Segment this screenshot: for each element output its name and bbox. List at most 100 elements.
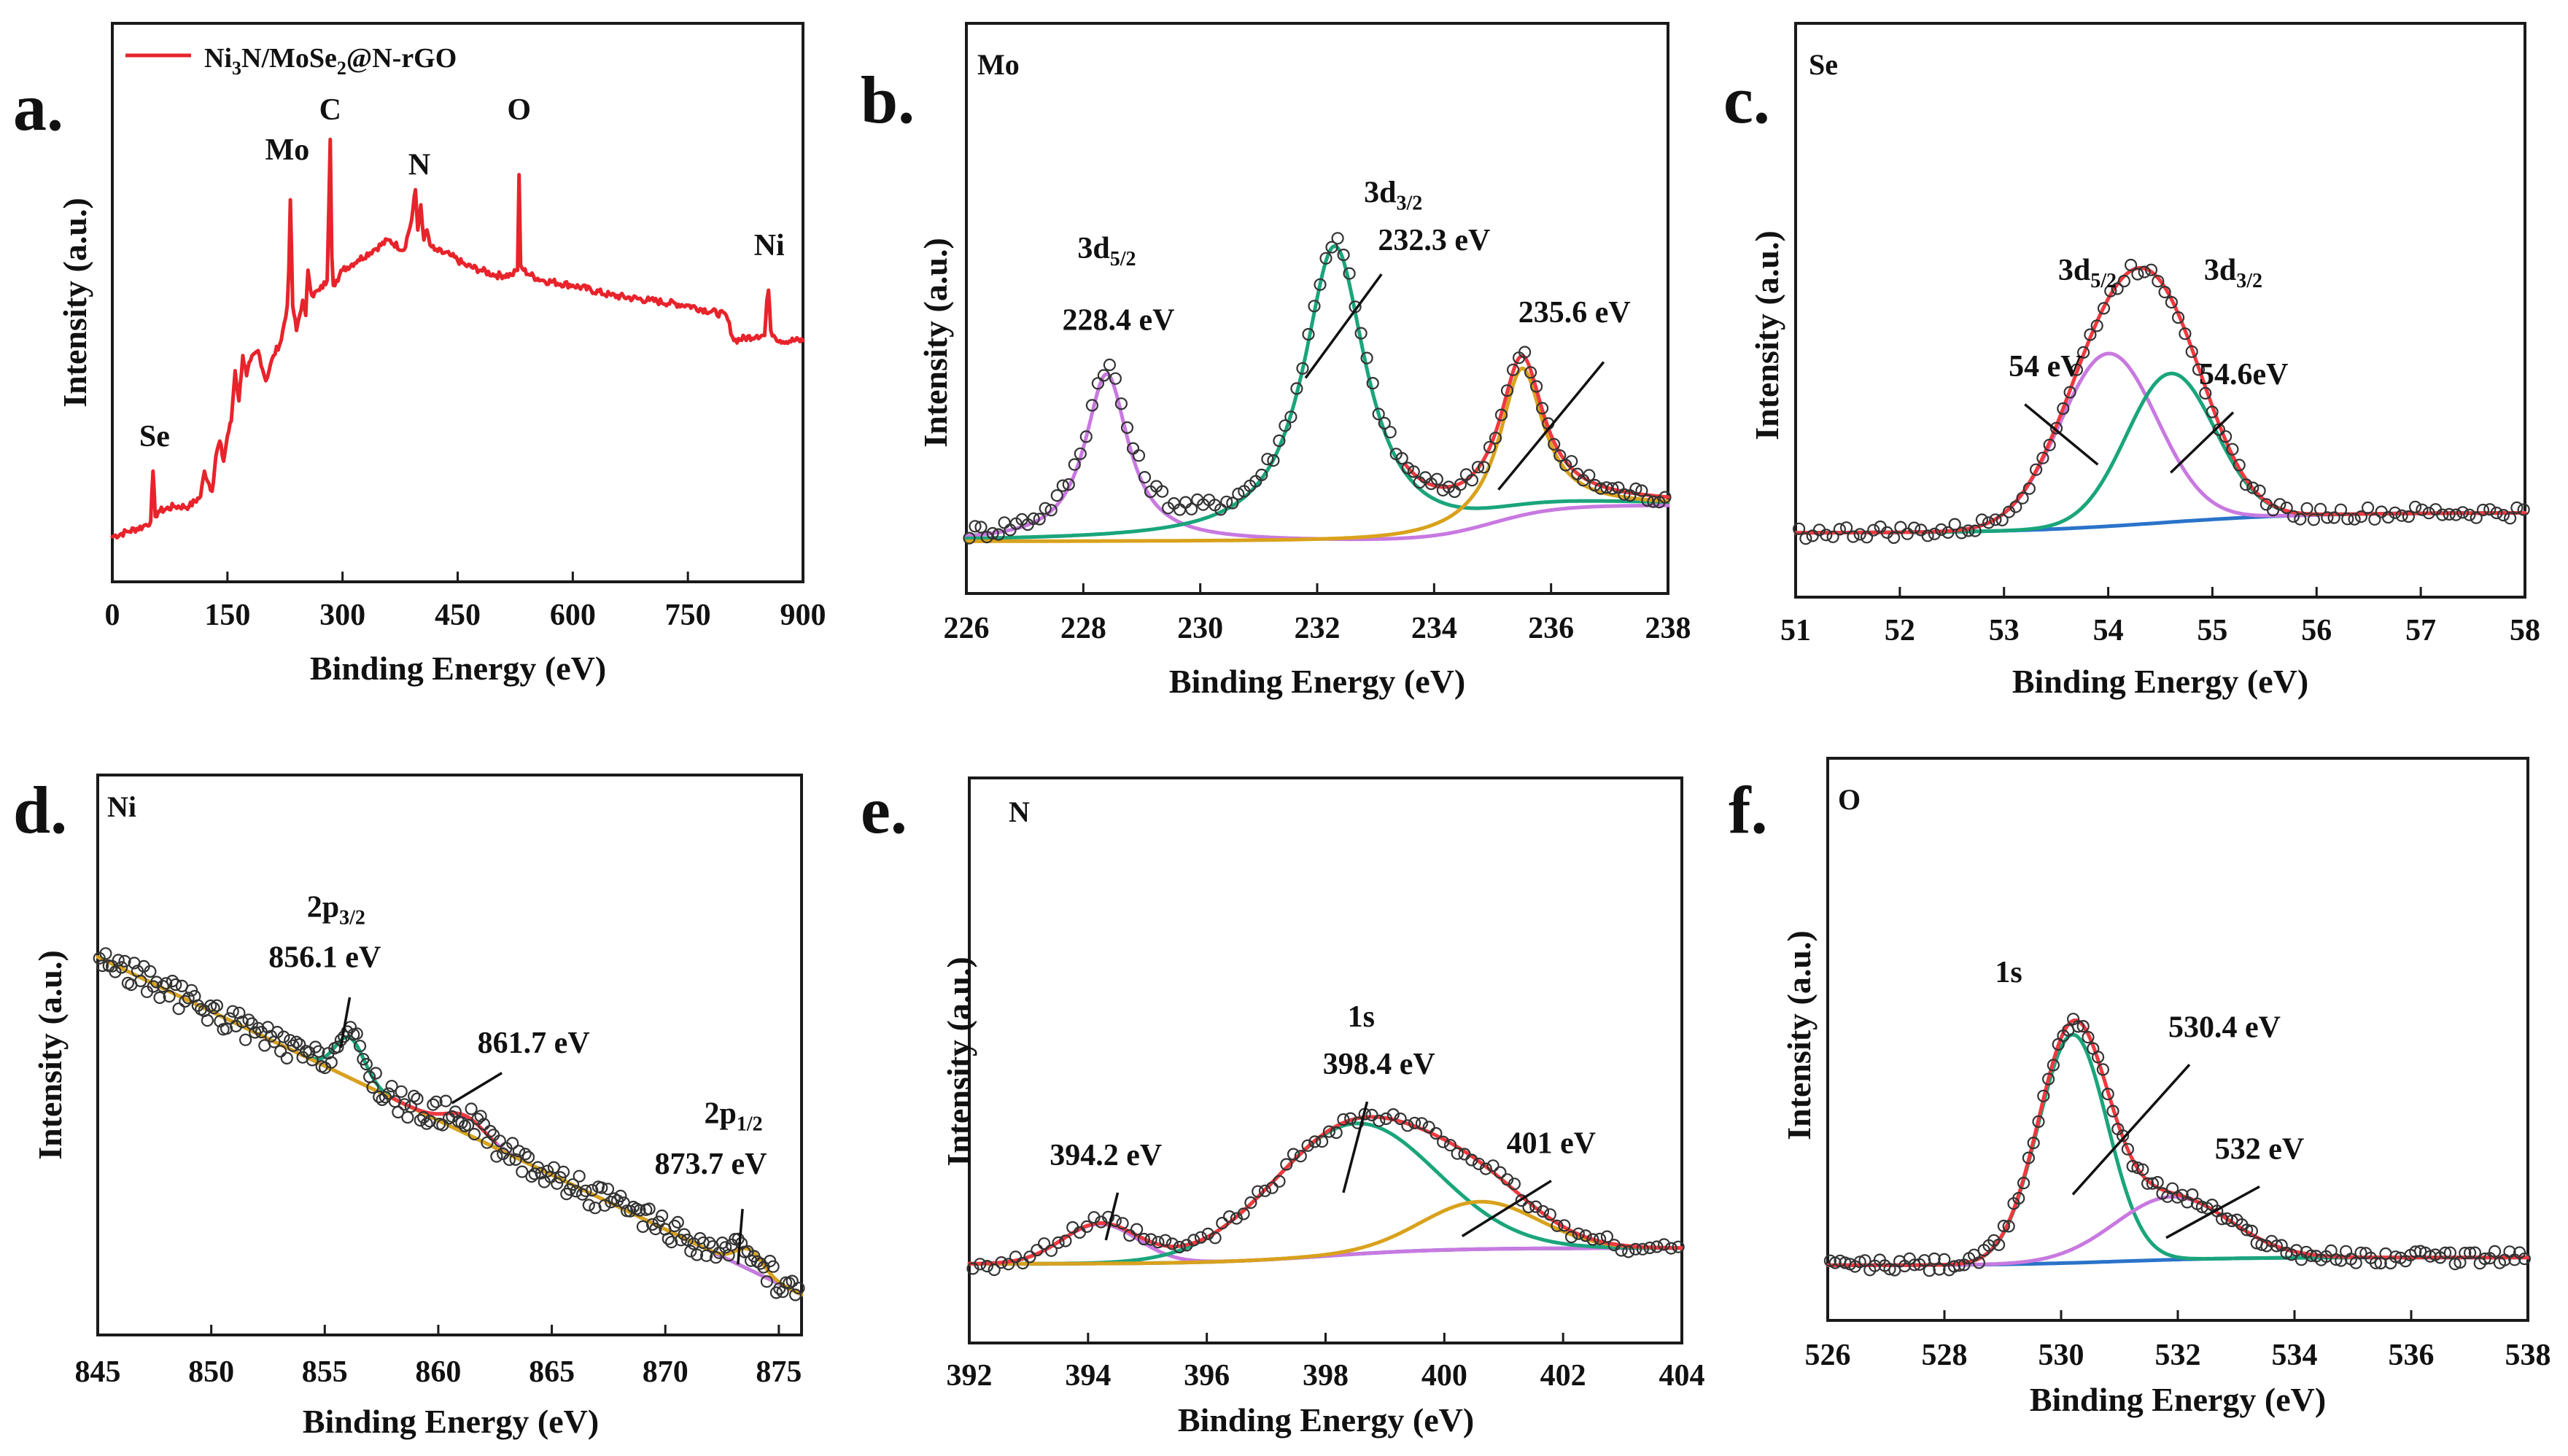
data-point [703,1237,716,1250]
data-point [2354,510,2367,523]
element-tag-d: Ni [107,790,136,823]
data-point [605,1196,618,1209]
plot-frame-c [1794,22,2526,599]
data-point [655,1209,669,1223]
data-point [1650,1240,1664,1253]
leader-line [339,997,352,1048]
data-point [2341,513,2354,526]
data-point [1237,1207,1250,1221]
x-ticks-c: 51 52 53 54 55 56 57 58 [1780,587,2540,647]
data-point [2414,1245,2427,1258]
data-point [2106,1105,2119,1118]
leader-line [1461,1180,1552,1238]
data-point [2517,503,2530,516]
leader-line [1304,273,1383,379]
data-point [1159,1234,1172,1247]
peak-annotation: 873.7 eV [654,1148,767,1181]
data-point [150,976,163,989]
data-point [573,1169,586,1183]
peak-annotation: 3d5/2 [2058,254,2117,292]
data-point [2321,511,2334,524]
data-point [1386,1107,1400,1121]
x-tick-label: 532 [2155,1339,2201,1372]
data-point [1636,1242,1649,1255]
x-tick-label: 55 [2197,614,2227,647]
data-point [1422,1121,1435,1134]
data-point [1860,531,1874,544]
data-point [397,1098,411,1111]
data-point [477,1118,491,1131]
data-point [1465,473,1479,487]
data-point [1258,1184,1272,1197]
data-point [521,1151,535,1164]
x-tick-label: 534 [2272,1339,2318,1372]
annotations-e: 1s 398.4 eV 394.2 eV 401 eV [1050,1000,1596,1241]
data-point [2002,1220,2015,1233]
data-point [1322,1125,1336,1138]
data-point [2334,503,2348,516]
peak-annotation: Ni [754,229,785,262]
data-point [1138,470,1152,484]
data-point [680,1233,694,1247]
x-tick-label: 750 [665,599,711,632]
data-point [1226,497,1239,510]
data-point [566,1178,580,1191]
y-axis-title-d: Intensity (a.u.) [31,950,69,1160]
data-point [414,1113,427,1127]
data-point [509,1153,522,1167]
data-point [1039,502,1052,515]
data-point [1443,1139,1457,1152]
plot-frame-a [111,22,804,583]
data-point [1629,1242,1642,1255]
data-point [2084,328,2097,341]
data-point [1548,437,1561,451]
data-point [2042,1072,2055,1086]
peak-annotation: 394.2 eV [1050,1139,1162,1172]
panel-label-b: b. [861,63,915,137]
data-point [1888,531,1901,545]
x-tick-label: 402 [1540,1359,1586,1393]
x-tick-label: 57 [2405,614,2436,647]
data-point [1252,1185,1265,1198]
data-point [1622,1245,1635,1258]
element-tag-c: Se [1809,48,1838,81]
data-point [582,1199,595,1212]
data-point [1658,1238,1671,1251]
data-point [1430,1126,1443,1140]
data-point [1500,384,1514,397]
data-point [1989,513,2002,526]
x-tick-label: 54 [2093,614,2124,647]
x-tick-label: 600 [550,599,596,632]
data-point [1586,1233,1599,1246]
data-point [1997,1219,2010,1233]
data-point [1360,351,1373,365]
data-point [1820,529,1833,542]
data-point [1290,382,1303,395]
data-point [2362,501,2375,515]
data-point [153,991,166,1005]
data-point [2314,502,2327,515]
x-tick-label: 400 [1421,1359,1467,1393]
data-point [2037,1089,2050,1102]
data-point [2374,1256,2387,1270]
x-tick-label: 51 [1780,614,1811,647]
peak-annotation: 2p1/2 [705,1097,763,1136]
peak-annotation: 3d3/2 [2204,254,2262,292]
leader-line [737,1209,744,1265]
data-point [2369,1256,2382,1269]
data-point [1551,1219,1564,1232]
data-point [1220,495,1233,508]
data-point [1279,419,1292,432]
data-point [1524,366,1537,379]
data-point [366,1081,379,1094]
data-point [1319,252,1333,265]
peak-annotation: 228.4 eV [1062,304,1174,338]
data-point [2490,506,2503,520]
survey-line [110,137,805,540]
data-point [1173,503,1187,516]
data-point [474,1110,487,1123]
data-point [601,1183,615,1196]
data-point [2448,1257,2462,1271]
x-tick-label: 53 [1989,614,2020,647]
data-point [2478,1252,2491,1266]
